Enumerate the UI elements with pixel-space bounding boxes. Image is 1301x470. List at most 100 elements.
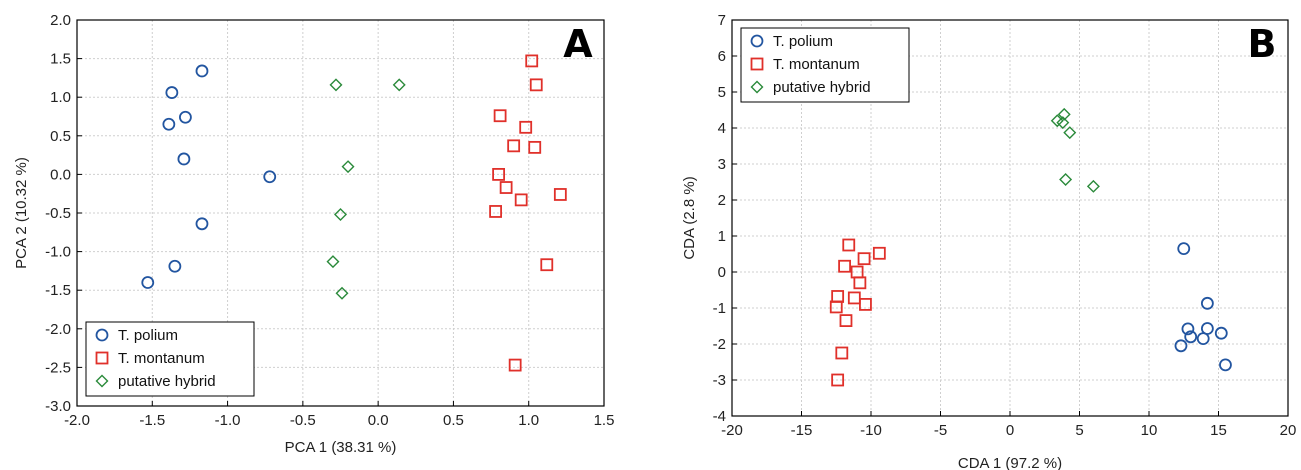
x-axis-title: PCA 1 (38.31 %)	[285, 439, 397, 456]
data-point-circle	[195, 64, 209, 78]
data-point-square	[514, 193, 528, 207]
y-tick-label: 5	[718, 84, 726, 101]
y-axis-title: PCA 2 (10.32 %)	[13, 157, 30, 269]
data-point-square	[838, 259, 851, 273]
x-tick-label: 10	[1141, 422, 1158, 439]
data-point-circle	[177, 152, 191, 166]
data-point-circle	[263, 170, 277, 184]
x-tick-label: -5	[934, 422, 947, 439]
data-point-square	[553, 188, 567, 201]
data-point-circle	[1174, 339, 1188, 353]
y-tick-label: 0.0	[50, 166, 71, 183]
data-point-square	[831, 290, 845, 303]
data-point-square	[842, 238, 856, 252]
y-tick-label: 1	[718, 228, 726, 245]
x-tick-label: -20	[721, 422, 743, 439]
data-point-diamond	[335, 286, 349, 300]
data-point-diamond	[1056, 116, 1070, 130]
x-tick-label: 0	[1006, 422, 1014, 439]
y-tick-label: -4	[713, 408, 726, 425]
y-tick-label: -2.5	[45, 359, 71, 376]
y-tick-label: 4	[718, 120, 726, 137]
data-point-circle	[141, 276, 155, 289]
data-point-circle	[179, 110, 192, 124]
x-tick-label: 1.0	[518, 412, 539, 429]
data-point-diamond	[1059, 172, 1073, 186]
y-tick-label: -0.5	[45, 205, 71, 222]
data-point-circle	[1181, 322, 1195, 336]
data-point-square	[829, 300, 843, 314]
x-tick-label: -2.0	[64, 412, 90, 429]
data-point-circle	[1177, 242, 1191, 256]
x-tick-label: -15	[791, 422, 813, 439]
y-tick-label: -1	[713, 300, 726, 317]
legend-label: T. polium	[773, 33, 833, 50]
y-tick-label: -2.0	[45, 321, 71, 338]
data-point-square	[859, 297, 872, 311]
legend-label: T. montanum	[118, 350, 205, 367]
data-point-square	[499, 181, 513, 194]
y-tick-label: 3	[718, 156, 726, 173]
data-point-square	[853, 276, 867, 290]
legend-diamond-icon	[750, 80, 764, 94]
plot-frame	[76, 19, 605, 407]
data-point-square	[839, 314, 853, 328]
data-point-square	[489, 205, 502, 218]
y-tick-label: 0.5	[50, 128, 71, 145]
data-point-circle	[1196, 332, 1210, 346]
y-tick-label: 2.0	[50, 12, 71, 29]
x-axis-title: CDA 1 (97.2 %)	[958, 455, 1062, 470]
y-tick-label: 2	[718, 192, 726, 209]
legend-square-icon	[95, 351, 109, 365]
y-tick-label: 6	[718, 48, 726, 65]
y-tick-label: 1.0	[50, 89, 71, 106]
y-tick-label: -1.5	[45, 282, 71, 299]
panel-b-cda-plot: -20 -15 -10 -5 0 5 10 15 20-4-3-2-101234567BCDA …	[681, 12, 1296, 470]
legend-label: T. polium	[118, 327, 178, 344]
x-tick-label: 0.0	[368, 412, 389, 429]
data-point-diamond	[334, 208, 347, 222]
data-point-circle	[168, 259, 182, 273]
y-tick-label: 1.5	[50, 51, 71, 68]
data-point-diamond	[329, 78, 343, 92]
y-tick-label: 7	[718, 12, 726, 29]
y-tick-label: -3	[713, 372, 726, 389]
data-point-diamond	[392, 78, 406, 92]
data-point-square	[493, 109, 507, 123]
data-point-square	[508, 358, 522, 372]
x-tick-label: 20	[1280, 422, 1297, 439]
data-point-diamond	[1063, 126, 1077, 140]
x-tick-label: 1.5	[594, 412, 615, 429]
data-point-circle	[1200, 296, 1214, 310]
data-point-circle	[1214, 326, 1228, 340]
data-point-diamond	[326, 255, 340, 269]
panel-letter: B	[1248, 22, 1277, 66]
data-point-square	[529, 78, 543, 92]
legend-circle-icon	[750, 34, 764, 48]
legend-diamond-icon	[95, 374, 109, 388]
panel-a-pca-plot: -2.0 -1.5 -1.0 -0.5 0.0 0.5 1.0 1.5 -3.0 -2.5 -2.0…	[13, 12, 614, 456]
legend-label: putative hybrid	[773, 79, 871, 96]
panel-letter: A	[563, 22, 593, 66]
data-point-diamond	[341, 160, 355, 174]
data-point-diamond	[1086, 179, 1100, 193]
data-point-square	[857, 252, 871, 266]
legend-box	[740, 27, 910, 103]
legend-label: putative hybrid	[118, 373, 216, 390]
legend-square-icon	[750, 57, 764, 71]
data-point-circle	[165, 86, 179, 99]
y-tick-label: 0	[718, 264, 726, 281]
y-tick-label: -3.0	[45, 398, 71, 415]
data-point-square	[872, 246, 886, 260]
data-point-circle	[195, 217, 209, 231]
legend-box	[85, 321, 255, 397]
data-point-circle	[1184, 330, 1198, 344]
x-tick-label: -1.0	[215, 412, 241, 429]
data-point-square	[831, 373, 845, 387]
y-tick-label: -1.0	[45, 244, 71, 261]
y-axis-title: CDA (2.8 %)	[681, 176, 698, 259]
x-tick-label: 15	[1210, 422, 1227, 439]
data-point-diamond	[1057, 107, 1071, 121]
x-tick-label: -0.5	[290, 412, 316, 429]
